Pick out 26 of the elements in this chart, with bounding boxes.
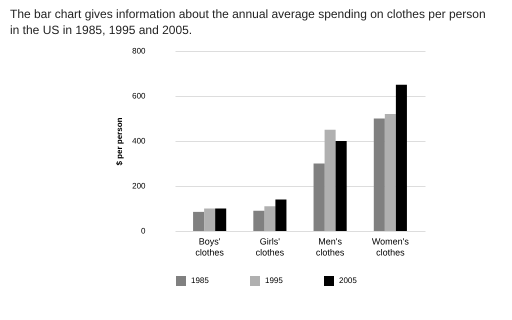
y-axis-title: $ per person [115, 118, 124, 166]
bar [314, 164, 325, 232]
y-tick-label: 0 [141, 226, 146, 236]
bar [336, 141, 347, 232]
bar [204, 208, 216, 232]
bar [264, 206, 276, 232]
bar [374, 118, 385, 232]
bar [275, 200, 286, 232]
x-tick-label: Women's clothes [372, 236, 410, 258]
x-tick-label: Boys' clothes [195, 236, 224, 258]
bar [253, 211, 264, 232]
legend-label: 1995 [265, 276, 284, 286]
bar [324, 130, 336, 232]
bar [215, 208, 226, 232]
x-tick-label: Girls' clothes [256, 236, 285, 258]
bar [193, 212, 204, 232]
legend-label: 1985 [191, 276, 210, 286]
x-tick-label: Men's clothes [316, 236, 345, 258]
legend-label: 2005 [339, 276, 358, 286]
chart-title: The bar chart gives information about the annual average spending on clothes per person in the US in 1985, 1995 and 2005. [9, 6, 487, 40]
bar [384, 114, 396, 232]
y-tick-label: 400 [132, 136, 146, 146]
y-tick-label: 200 [132, 182, 146, 191]
bar [396, 85, 407, 232]
y-tick-label: 600 [132, 92, 146, 101]
y-tick-label: 800 [132, 46, 146, 56]
